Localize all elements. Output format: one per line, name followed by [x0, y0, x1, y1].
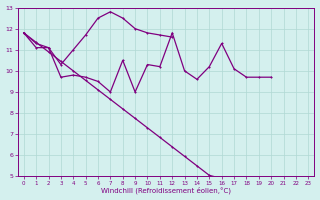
X-axis label: Windchill (Refroidissement éolien,°C): Windchill (Refroidissement éolien,°C) — [101, 187, 231, 194]
